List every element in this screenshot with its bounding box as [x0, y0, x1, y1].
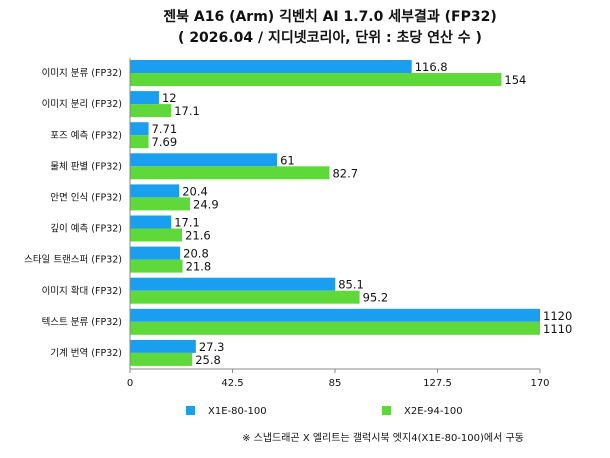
value-label: 1110	[543, 322, 572, 336]
value-label: 20.4	[182, 184, 208, 198]
value-label: 17.1	[174, 104, 200, 118]
value-label: 20.8	[183, 247, 209, 261]
value-label: 17.1	[174, 216, 200, 230]
bar	[130, 277, 336, 291]
x-tick-label: 170	[530, 378, 549, 389]
bar	[130, 308, 540, 322]
y-tick-label: 포즈 예측 (FP32)	[50, 130, 122, 141]
bar	[130, 246, 181, 260]
y-tick-label: 이미지 분류 (FP32)	[42, 68, 122, 79]
legend-label: X1E-80-100	[208, 406, 267, 417]
legend-swatch	[186, 406, 195, 415]
bar	[130, 91, 159, 105]
value-label: 116.8	[415, 60, 448, 74]
y-tick-label: 텍스트 분류 (FP32)	[42, 317, 122, 328]
y-tick-label: 이미지 확대 (FP32)	[42, 285, 122, 297]
value-label: 7.71	[152, 122, 178, 136]
x-tick-label: 85	[329, 378, 342, 389]
legend-swatch	[382, 406, 391, 415]
y-tick-label: 기계 번역 (FP32)	[50, 347, 122, 359]
chart-title: 젠북 A16 (Arm) 긱벤치 AI 1.7.0 세부결과 (FP32)	[163, 8, 497, 25]
y-tick-label: 이미지 분리 (FP32)	[42, 99, 122, 110]
bar	[130, 352, 193, 366]
value-label: 21.8	[186, 260, 212, 274]
value-label: 82.7	[332, 166, 358, 180]
bar	[130, 166, 330, 180]
value-label: 27.3	[199, 340, 225, 354]
value-label: 61	[280, 153, 295, 167]
y-tick-label: 안면 인식 (FP32)	[50, 192, 122, 203]
bar	[130, 215, 172, 229]
value-label: 7.69	[152, 135, 178, 149]
bar	[130, 290, 360, 304]
x-tick-label: 127.5	[423, 378, 452, 389]
value-label: 95.2	[363, 291, 389, 305]
value-label: 1120	[543, 309, 572, 323]
value-label: 24.9	[193, 197, 219, 211]
footnote: ※ 스냅드래곤 X 엘리트는 갤럭시북 엣지4(X1E-80-100)에서 구동	[242, 431, 524, 444]
value-label: 25.8	[195, 353, 221, 367]
bar	[130, 104, 172, 118]
bar	[130, 122, 149, 136]
y-tick-label: 물체 판별 (FP32)	[50, 161, 122, 172]
bar	[130, 197, 191, 211]
bar	[130, 60, 412, 73]
value-label: 154	[504, 73, 526, 87]
bar	[130, 153, 278, 167]
bar	[130, 339, 196, 353]
value-label: 85.1	[338, 278, 364, 292]
x-tick-label: 42.5	[221, 378, 243, 389]
value-label: 21.6	[185, 229, 211, 243]
y-tick-label: 깊이 예측 (FP32)	[50, 223, 122, 235]
value-label: 12	[162, 91, 177, 105]
bar	[130, 321, 540, 335]
bar	[130, 73, 502, 86]
bar	[130, 135, 149, 149]
y-tick-label: 스타일 트랜스퍼 (FP32)	[24, 255, 122, 266]
bar	[130, 184, 180, 198]
bar	[130, 228, 183, 242]
bar	[130, 259, 183, 273]
plot-area	[130, 60, 540, 366]
chart-subtitle: ( 2026.04 / 지디넷코리아, 단위 : 초당 연산 수 )	[178, 29, 482, 46]
x-tick-label: 0	[127, 378, 133, 389]
legend-label: X2E-94-100	[404, 406, 463, 417]
